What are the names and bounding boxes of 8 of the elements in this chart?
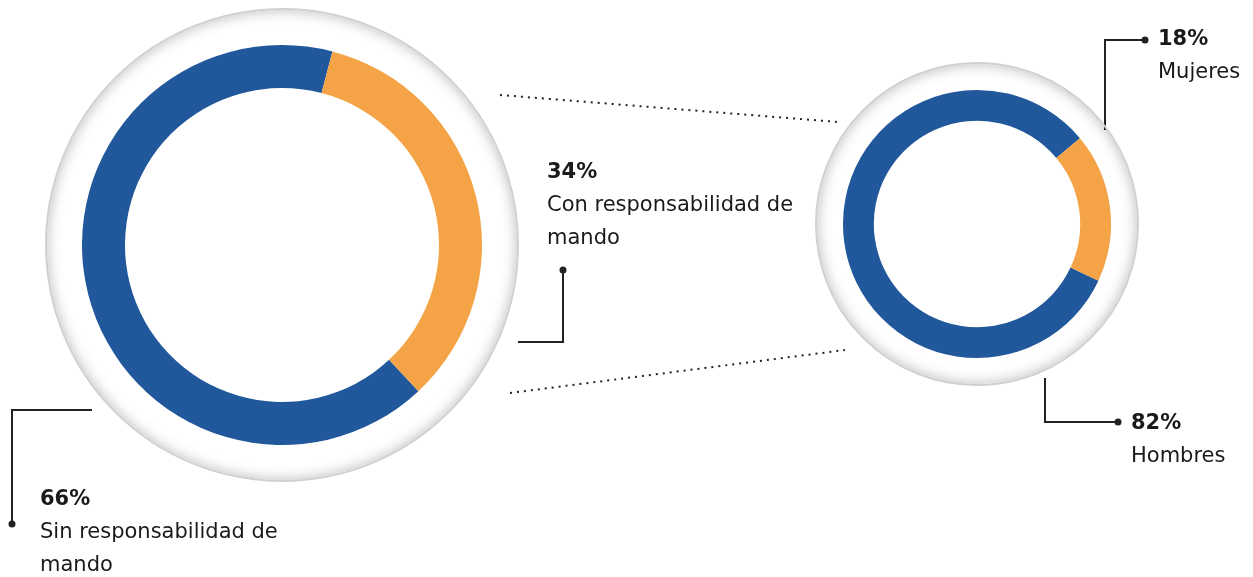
slice-label: Mujeres (1158, 59, 1241, 83)
slice-label: Con responsabilidad de mando (547, 192, 794, 249)
slice-label: Hombres (1131, 443, 1226, 467)
data-label: 18% (1158, 25, 1210, 52)
data-label: 66% (40, 485, 92, 512)
slice-label: Sin responsabilidad de mando (40, 519, 278, 576)
data-label: 34% (547, 158, 599, 185)
data-label: 82% (1131, 409, 1183, 436)
